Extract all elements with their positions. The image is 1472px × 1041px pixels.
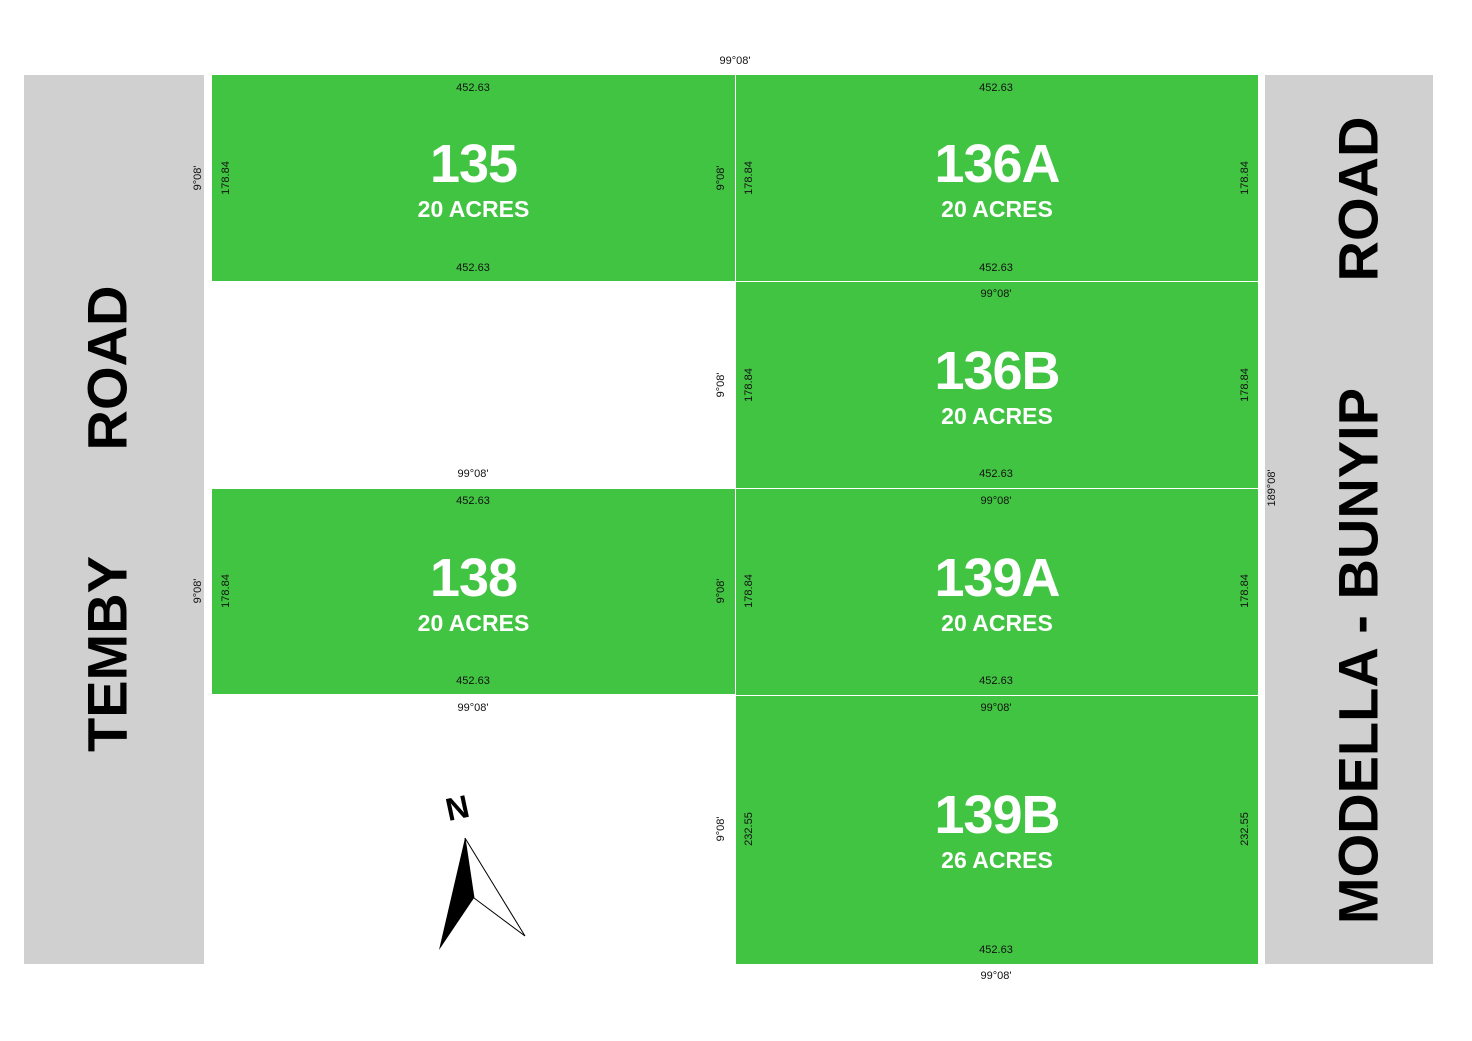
lot-136b-bottom-length: 452.63 bbox=[979, 468, 1013, 480]
bearing-label: 9°08' bbox=[192, 165, 204, 191]
north-arrow-icon bbox=[439, 837, 526, 950]
lot-136b-left-length: 178.84 bbox=[743, 368, 755, 402]
bearing-label: 99°08' bbox=[719, 55, 751, 67]
temby-road-label-part2: ROAD bbox=[75, 285, 139, 451]
lot-number: 136A bbox=[934, 134, 1060, 194]
lot-138[interactable]: 138 20 ACRES bbox=[212, 489, 735, 694]
bearing-label: 99°08' bbox=[457, 702, 489, 714]
lot-138-top-length: 452.63 bbox=[456, 495, 490, 507]
lot-139a-bottom-length: 452.63 bbox=[979, 675, 1013, 687]
east-boundary-bearing: 189°08' bbox=[1266, 469, 1278, 507]
lot-139a-left-length: 178.84 bbox=[743, 574, 755, 608]
bearing-label: 9°08' bbox=[715, 165, 727, 191]
bearing-label: 99°08' bbox=[980, 702, 1012, 714]
lot-139a-right-length: 178.84 bbox=[1239, 574, 1251, 608]
lot-139b-bottom-length: 452.63 bbox=[979, 944, 1013, 956]
modella-bunyip-road-label-part1: MODELLA - BUNYIP bbox=[1326, 387, 1390, 925]
lot-135-bottom-length: 452.63 bbox=[456, 262, 490, 274]
lot-area: 20 ACRES bbox=[417, 196, 530, 222]
bearing-label: 9°08' bbox=[715, 816, 727, 842]
bearing-label: 9°08' bbox=[715, 372, 727, 398]
lot-139b-left-length: 232.55 bbox=[743, 812, 755, 846]
lot-area: 26 ACRES bbox=[941, 847, 1053, 873]
lot-area: 20 ACRES bbox=[941, 610, 1053, 636]
lot-area: 20 ACRES bbox=[941, 403, 1053, 429]
lot-135-top-length: 452.63 bbox=[456, 82, 490, 94]
lot-number: 139B bbox=[934, 785, 1060, 845]
bearing-label: 99°08' bbox=[980, 495, 1012, 507]
lot-139b[interactable]: 139B 26 ACRES bbox=[736, 696, 1258, 964]
lot-number: 136B bbox=[934, 341, 1060, 401]
lot-number: 139A bbox=[934, 548, 1060, 608]
lot-136a-right-length: 178.84 bbox=[1239, 161, 1251, 195]
temby-road bbox=[24, 75, 204, 964]
lot-136a-top-length: 452.63 bbox=[979, 82, 1013, 94]
lot-136a-bottom-length: 452.63 bbox=[979, 262, 1013, 274]
lot-136b-right-length: 178.84 bbox=[1239, 368, 1251, 402]
lot-number: 138 bbox=[429, 548, 518, 608]
lot-135-left-length: 178.84 bbox=[220, 161, 232, 195]
lot-139b-right-length: 232.55 bbox=[1239, 812, 1251, 846]
bearing-label: 99°08' bbox=[980, 288, 1012, 300]
lot-number: 135 bbox=[429, 134, 518, 194]
lot-136a[interactable]: 136A 20 ACRES bbox=[736, 75, 1258, 281]
bearing-label: 9°08' bbox=[192, 578, 204, 604]
modella-bunyip-road-label-part2: ROAD bbox=[1326, 116, 1390, 282]
bearing-label: 99°08' bbox=[980, 970, 1012, 982]
temby-road-label-part1: TEMBY bbox=[75, 556, 139, 752]
lot-138-left-length: 178.84 bbox=[220, 574, 232, 608]
north-arrow: N bbox=[430, 788, 540, 960]
lot-135[interactable]: 135 20 ACRES bbox=[212, 75, 735, 281]
modella-bunyip-road bbox=[1265, 75, 1433, 964]
lot-area: 20 ACRES bbox=[417, 610, 530, 636]
lot-area: 20 ACRES bbox=[941, 196, 1053, 222]
lot-139a[interactable]: 139A 20 ACRES bbox=[736, 489, 1258, 695]
lot-136b[interactable]: 136B 20 ACRES bbox=[736, 282, 1258, 488]
lot-136a-left-length: 178.84 bbox=[743, 161, 755, 195]
bearing-label: 99°08' bbox=[457, 468, 489, 480]
lot-138-bottom-length: 452.63 bbox=[456, 675, 490, 687]
bearing-label: 9°08' bbox=[715, 578, 727, 604]
